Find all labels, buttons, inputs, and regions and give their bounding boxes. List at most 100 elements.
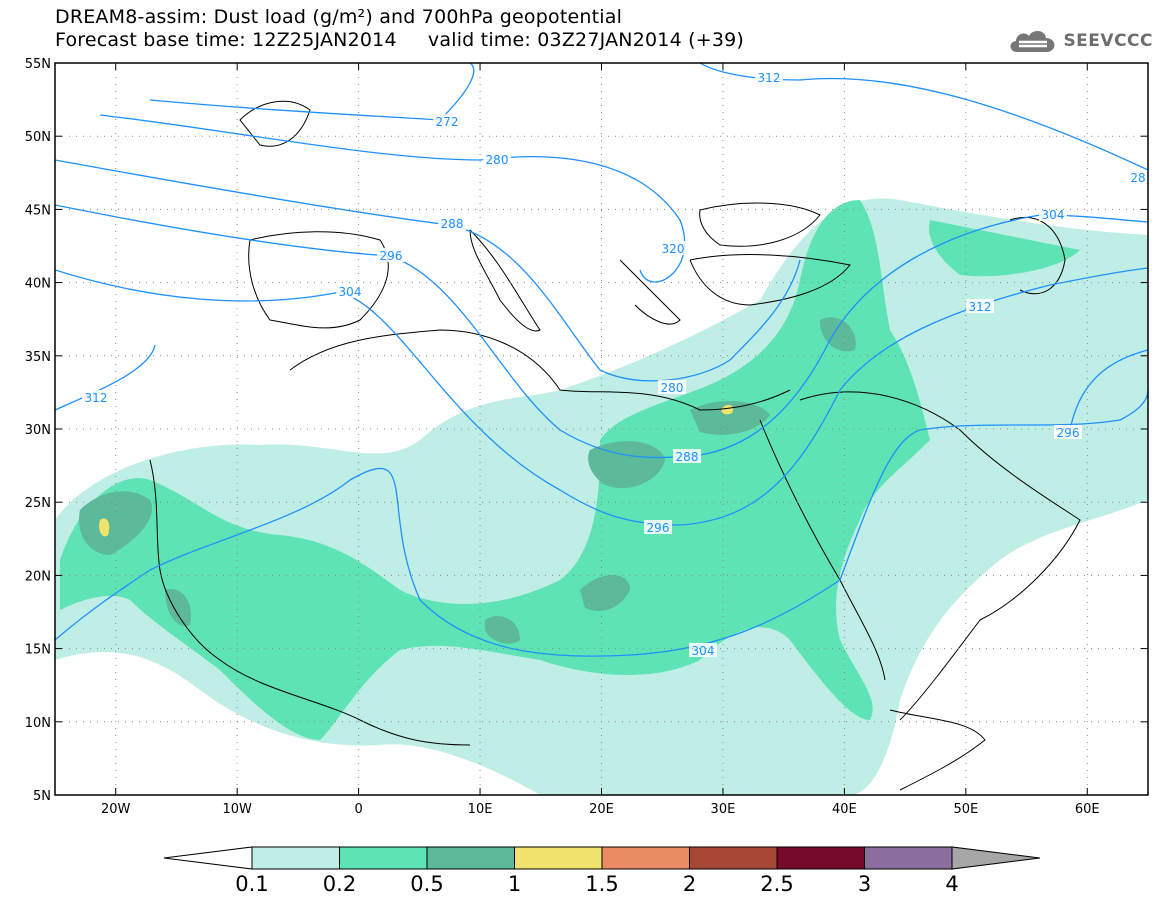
contour-label-bg	[755, 70, 783, 84]
colorbar-tick-label: 0.5	[410, 872, 443, 896]
lat-label: 20N	[25, 569, 51, 584]
contour-label: 304	[692, 644, 715, 658]
lon-label: 40E	[832, 802, 857, 817]
contour-label-bg	[433, 114, 461, 128]
colorbar-swatch	[689, 846, 778, 870]
coastline-caspian	[1009, 216, 1066, 295]
contour-label: 320	[662, 242, 685, 256]
contour-label: 296	[1057, 426, 1080, 440]
contour-label-bg	[336, 284, 364, 298]
lat-label: 5N	[33, 789, 51, 804]
seevccc-logo: SEEVCCC	[1007, 24, 1153, 58]
lat-label: 15N	[25, 643, 51, 658]
contour-288	[55, 159, 801, 382]
coastline-north-africa	[289, 329, 791, 411]
contour-label: 304	[339, 285, 362, 299]
colorbar-swatch	[339, 846, 428, 870]
contour-label: 296	[647, 521, 670, 535]
coastline-italy	[469, 229, 541, 332]
lon-label: 20E	[589, 802, 614, 817]
contour-312-outer	[1069, 349, 1148, 431]
contour-label-bg	[483, 152, 511, 166]
colorbar-tick-label: 0.2	[323, 872, 356, 896]
contour-label-bg	[658, 380, 686, 394]
contour-label-bg	[966, 299, 994, 313]
contour-label: 28	[1130, 171, 1145, 185]
contour-label: 296	[380, 249, 403, 263]
lon-label: 0	[354, 802, 362, 817]
chart-title-line2: Forecast base time: 12Z25JAN2014 valid t…	[55, 29, 745, 51]
coastline-turkey	[689, 254, 851, 306]
colorbar-swatch	[601, 846, 690, 870]
colorbar-swatch	[251, 846, 340, 870]
contour-label-bg	[1128, 170, 1148, 184]
colorbar-tick-label: 4	[945, 872, 958, 896]
contour-label: 312	[758, 71, 781, 85]
cloud-icon	[1010, 30, 1055, 52]
dust-fill-layer	[55, 198, 1148, 795]
colorbar-swatch	[426, 846, 515, 870]
contour-label: 312	[969, 300, 992, 314]
contour-label: 280	[661, 381, 684, 395]
coastline-west-africa	[149, 459, 471, 746]
contour-272	[149, 63, 475, 121]
coastline-uk	[239, 100, 311, 147]
lat-label: 55N	[25, 57, 51, 72]
lon-label: 10W	[222, 802, 252, 817]
longitude-axis: 20W 10W 0 10E 20E 30E 40E 50E 60E	[101, 63, 1100, 817]
lon-label: 60E	[1075, 802, 1100, 817]
latitude-axis: 55N 50N 45N 40N 35N 30N 25N 20N 15N 10N 5N	[25, 57, 1148, 804]
contour-320	[55, 344, 156, 411]
colorbar-tick-label: 1	[508, 872, 521, 896]
contour-label-bg	[82, 390, 110, 404]
lon-label: 50E	[953, 802, 978, 817]
contour-label-bg	[438, 216, 466, 230]
dust-region-medium-sahel	[60, 200, 930, 740]
colorbar-swatch	[776, 846, 865, 870]
contour-label: 288	[441, 217, 464, 231]
colorbar-tick-label: 2	[683, 872, 696, 896]
dust-region-max-1	[99, 518, 110, 537]
lat-label: 50N	[25, 130, 51, 145]
lon-label: 20W	[101, 802, 131, 817]
contour-label: 304	[1042, 208, 1065, 222]
coastline-iberia	[248, 231, 389, 329]
coastline-greece	[619, 259, 681, 325]
colorbar-tick-label: 3	[858, 872, 871, 896]
colorbar-swatch	[514, 846, 603, 870]
lat-label: 40N	[25, 277, 51, 292]
chart-title-line1: DREAM8-assim: Dust load (g/m²) and 700hP…	[55, 6, 623, 28]
coastline-black-sea	[699, 202, 821, 247]
dust-region-heavy-4	[580, 575, 630, 611]
dust-region-max-2	[721, 404, 734, 415]
colorbar-under-arrow	[163, 846, 253, 870]
contour-label-bg	[689, 643, 717, 657]
dust-region-heavy-2	[588, 441, 665, 489]
contour-label: 288	[676, 450, 699, 464]
contour-label-bg	[1054, 425, 1082, 439]
colorbar-tick-label: 0.1	[235, 872, 268, 896]
coastline-arabia	[799, 391, 1081, 721]
contour-label-bg	[659, 241, 687, 255]
logo-text: SEEVCCC	[1063, 31, 1153, 51]
colorbar-tick-label: 2.5	[760, 872, 793, 896]
coastlines-layer	[149, 100, 1081, 791]
contour-296-north	[699, 63, 1148, 171]
contour-280	[99, 114, 686, 283]
dust-region-heavy-6	[165, 589, 191, 626]
colorbar-over-arrow	[951, 846, 1041, 870]
lat-label: 30N	[25, 423, 51, 438]
colorbar-swatch	[864, 846, 953, 870]
contour-label: 272	[436, 115, 459, 129]
contour-296	[55, 204, 1148, 459]
graticule	[55, 63, 1148, 795]
lon-label: 30E	[711, 802, 736, 817]
dust-region-heavy-1	[79, 491, 152, 555]
lat-label: 35N	[25, 350, 51, 365]
contour-label-bg	[377, 248, 405, 262]
lon-label: 10E	[468, 802, 493, 817]
contour-label: 312	[85, 391, 108, 405]
lat-label: 25N	[25, 496, 51, 511]
dust-region-heavy-5	[485, 616, 520, 644]
